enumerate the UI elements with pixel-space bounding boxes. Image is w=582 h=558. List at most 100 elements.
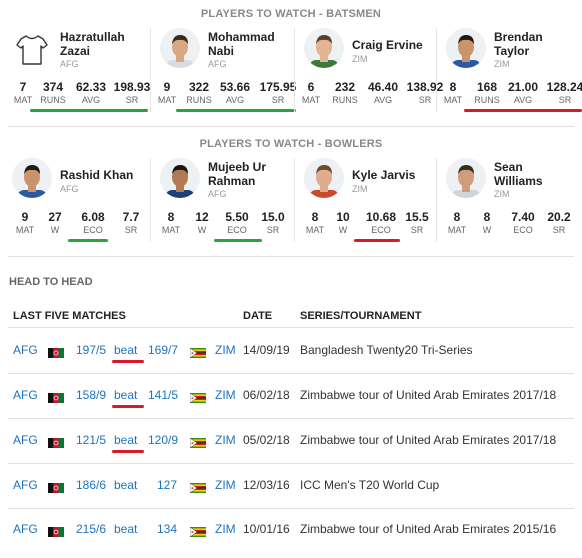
stat-label: AVG bbox=[81, 95, 101, 105]
result-link[interactable]: beat bbox=[114, 433, 138, 447]
stat-sr: 7.7 SR bbox=[118, 210, 144, 236]
stat-avg: 62.33 AVG bbox=[72, 80, 110, 106]
stat-label: ECO bbox=[513, 225, 533, 235]
team1-link[interactable]: AFG bbox=[13, 478, 38, 492]
stat-eco: 6.08 ECO bbox=[76, 210, 110, 236]
player-card[interactable]: Mujeeb Ur Rahman AFG 8 MAT 12 W 5.50 ECO 15.0 SR bbox=[156, 158, 296, 258]
stat-label: SR bbox=[124, 225, 138, 235]
stat-value: 198.93 bbox=[113, 80, 151, 94]
player-country: ZIM bbox=[352, 54, 368, 64]
series-name: Bangladesh Twenty20 Tri-Series bbox=[300, 343, 473, 357]
match-date: 06/02/18 bbox=[243, 388, 290, 402]
player-avatar bbox=[304, 28, 344, 68]
stat-value: 62.33 bbox=[75, 80, 107, 94]
player-name[interactable]: Craig Ervine bbox=[352, 38, 438, 52]
score2-link[interactable]: 141/5 bbox=[148, 388, 179, 402]
score2-link[interactable]: 120/9 bbox=[148, 433, 179, 447]
stat-value: 12 bbox=[195, 210, 209, 224]
player-card[interactable]: Craig Ervine ZIM 6 MAT 232 RUNS 46.40 AVG 138.92… bbox=[300, 28, 443, 128]
player-name[interactable]: Mohammad Nabi bbox=[208, 30, 294, 58]
player-name[interactable]: Rashid Khan bbox=[60, 168, 146, 182]
stat-label: W bbox=[197, 225, 207, 235]
score2-link[interactable]: 169/7 bbox=[148, 343, 179, 357]
team2-link[interactable]: ZIM bbox=[215, 522, 236, 536]
stat-label: AVG bbox=[225, 95, 245, 105]
batsmen-row: Hazratullah Zazai AFG 7 MAT 374 RUNS 62.33 AVG 19… bbox=[0, 28, 582, 128]
afghanistan-flag-icon bbox=[48, 345, 64, 358]
player-name-line: Craig Ervine bbox=[352, 38, 423, 52]
team2-link[interactable]: ZIM bbox=[215, 343, 236, 357]
player-name[interactable]: Kyle Jarvis bbox=[352, 168, 438, 182]
player-card[interactable]: Kyle Jarvis ZIM 8 MAT 10 W 10.68 ECO 15.5 SR bbox=[300, 158, 440, 258]
player-name-line: Mohammad bbox=[208, 30, 275, 44]
result-link[interactable]: beat bbox=[114, 478, 138, 492]
score1-link[interactable]: 197/5 bbox=[76, 343, 107, 357]
team1-link[interactable]: AFG bbox=[13, 388, 38, 402]
score1-link[interactable]: 186/6 bbox=[76, 478, 107, 492]
score1-link[interactable]: 215/6 bbox=[76, 522, 107, 536]
team2-link[interactable]: ZIM bbox=[215, 433, 236, 447]
stat-avg: 53.66 AVG bbox=[216, 80, 254, 106]
stat-label: SR bbox=[552, 225, 566, 235]
team1-link[interactable]: AFG bbox=[13, 343, 38, 357]
score2-link[interactable]: 127 bbox=[157, 478, 178, 492]
player-card[interactable]: Sean Williams ZIM 8 MAT 8 W 7.40 ECO 20.2 SR bbox=[442, 158, 582, 258]
card-divider bbox=[436, 28, 437, 112]
stat-value: 128.24 bbox=[546, 80, 582, 94]
stat-value: 7.7 bbox=[122, 210, 140, 224]
team1-link[interactable]: AFG bbox=[13, 433, 38, 447]
result-highlight-underline bbox=[112, 360, 144, 363]
series-name: ICC Men's T20 World Cup bbox=[300, 478, 440, 492]
table-row: AFG 197/5 beat 169/7 ZIM 14/09/19 Bangladesh T… bbox=[0, 343, 582, 387]
player-name-line: Mujeeb Ur bbox=[208, 160, 267, 174]
stat-value: 21.00 bbox=[507, 80, 539, 94]
team1-link[interactable]: AFG bbox=[13, 522, 38, 536]
player-avatar bbox=[446, 158, 486, 198]
player-name-line: Williams bbox=[494, 174, 543, 188]
player-card[interactable]: Rashid Khan AFG 9 MAT 27 W 6.08 ECO 7.7 SR bbox=[8, 158, 148, 258]
score2-link[interactable]: 134 bbox=[157, 522, 178, 536]
bowlers-section-title: PLAYERS TO WATCH - BOWLERS bbox=[199, 138, 383, 150]
stat-label: SR bbox=[418, 95, 432, 105]
player-name[interactable]: Mujeeb Ur Rahman bbox=[208, 160, 294, 188]
head-to-head-title: HEAD TO HEAD bbox=[9, 276, 93, 288]
stat-label: W bbox=[50, 225, 60, 235]
score1-link[interactable]: 121/5 bbox=[76, 433, 107, 447]
player-name-line: Sean bbox=[494, 160, 523, 174]
stat-label: MAT bbox=[305, 225, 325, 235]
team2-link[interactable]: ZIM bbox=[215, 388, 236, 402]
player-name-line: Nabi bbox=[208, 44, 235, 58]
player-card[interactable]: Hazratullah Zazai AFG 7 MAT 374 RUNS 62.33 AVG 19… bbox=[8, 28, 151, 128]
player-stats: 8 MAT 168 RUNS 21.00 AVG 128.24 SR bbox=[442, 80, 582, 110]
zimbabwe-flag-icon bbox=[189, 390, 206, 404]
player-avatar bbox=[160, 158, 200, 198]
match-date: 12/03/16 bbox=[243, 478, 290, 492]
team2-link[interactable]: ZIM bbox=[215, 478, 236, 492]
result-link[interactable]: beat bbox=[114, 522, 138, 536]
player-name[interactable]: Sean Williams bbox=[494, 160, 580, 188]
player-name-line: Rahman bbox=[208, 174, 256, 188]
player-name[interactable]: Brendan Taylor bbox=[494, 30, 580, 58]
player-card[interactable]: Brendan Taylor ZIM 8 MAT 168 RUNS 21.00 AVG 128.2… bbox=[442, 28, 582, 128]
stat-label: MAT bbox=[15, 225, 35, 235]
player-country: AFG bbox=[208, 59, 227, 69]
stat-label: MAT bbox=[157, 95, 177, 105]
stat-label: MAT bbox=[301, 95, 321, 105]
stat-label: SR bbox=[558, 95, 572, 105]
stat-runs: 168 RUNS bbox=[472, 80, 502, 106]
result-link[interactable]: beat bbox=[114, 388, 138, 402]
player-stats: 8 MAT 12 W 5.50 ECO 15.0 SR bbox=[156, 210, 296, 240]
stat-value: 8 bbox=[311, 210, 319, 224]
stat-label: MAT bbox=[161, 225, 181, 235]
stat-highlight-underline bbox=[464, 109, 582, 112]
player-name[interactable]: Hazratullah Zazai bbox=[60, 30, 146, 58]
player-card[interactable]: Mohammad Nabi AFG 9 MAT 322 RUNS 53.66 AVG 175.95… bbox=[156, 28, 296, 128]
player-stats: 9 MAT 322 RUNS 53.66 AVG 175.95 SR bbox=[156, 80, 297, 110]
score1-link[interactable]: 158/9 bbox=[76, 388, 107, 402]
stat-label: RUNS bbox=[40, 95, 66, 105]
match-date: 14/09/19 bbox=[243, 343, 290, 357]
stat-mat: 9 MAT bbox=[156, 80, 178, 106]
result-link[interactable]: beat bbox=[114, 343, 138, 357]
series-name: Zimbabwe tour of United Arab Emirates 20… bbox=[300, 388, 557, 402]
stat-highlight-underline bbox=[68, 239, 108, 242]
